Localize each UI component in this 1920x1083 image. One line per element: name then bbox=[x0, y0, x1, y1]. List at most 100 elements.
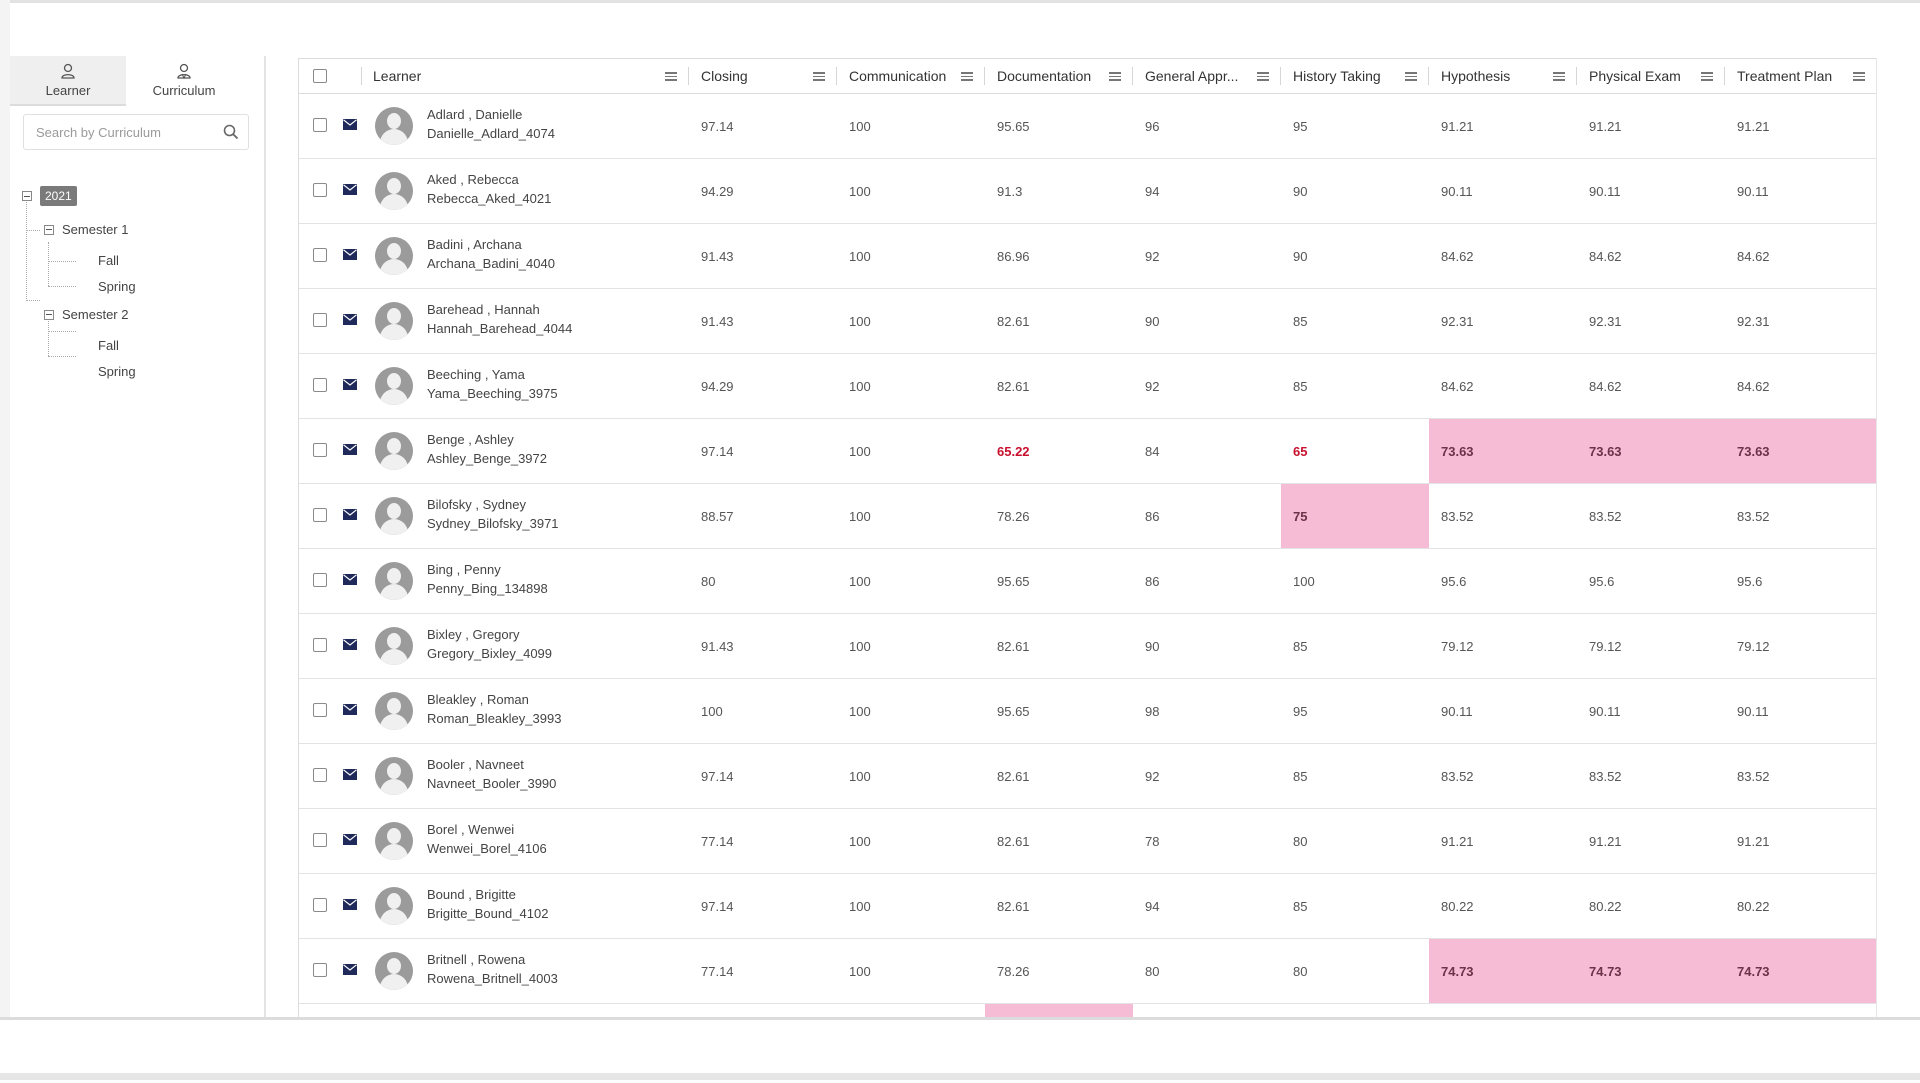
learner-info[interactable]: Barehead , Hannah Hannah_Barehead_4044 bbox=[427, 300, 572, 338]
mail-icon[interactable] bbox=[343, 964, 357, 975]
mail-icon[interactable] bbox=[343, 769, 357, 780]
table-row[interactable]: 97.14 100 65.22 84 65 73.63 73.63 73.63 Benge , … bbox=[299, 419, 1877, 484]
table-row[interactable]: 100 100 95.65 98 95 90.11 90.11 90.11 Bleakley ,… bbox=[299, 679, 1877, 744]
row-checkbox[interactable] bbox=[313, 508, 327, 522]
table-row[interactable]: 91.43 100 82.61 90 85 79.12 79.12 79.12 Bixley ,… bbox=[299, 614, 1877, 679]
learner-info[interactable]: Britnell , Rowena Rowena_Britnell_4003 bbox=[427, 950, 558, 988]
row-checkbox[interactable] bbox=[313, 573, 327, 587]
row-checkbox[interactable] bbox=[313, 768, 327, 782]
row-checkbox[interactable] bbox=[313, 638, 327, 652]
column-menu-icon[interactable] bbox=[1553, 71, 1565, 81]
table-row[interactable]: 97.14 100 82.61 92 85 83.52 83.52 83.52 Booler ,… bbox=[299, 744, 1877, 809]
table-row[interactable]: 77.14 100 78.26 80 80 74.73 74.73 74.73 Britnell… bbox=[299, 939, 1877, 1004]
column-header[interactable]: Closing bbox=[689, 59, 837, 93]
header-separator[interactable] bbox=[1280, 67, 1281, 85]
mail-icon[interactable] bbox=[343, 639, 357, 650]
learner-info[interactable]: Bilofsky , Sydney Sydney_Bilofsky_3971 bbox=[427, 495, 559, 533]
row-checkbox[interactable] bbox=[313, 443, 327, 457]
table-row[interactable]: 94.29 100 91.3 94 90 90.11 90.11 90.11 Aked , Re… bbox=[299, 159, 1877, 224]
row-checkbox[interactable] bbox=[313, 963, 327, 977]
table-row[interactable]: 97.14 100 95.65 96 95 91.21 91.21 91.21 Adlard ,… bbox=[299, 94, 1877, 159]
table-row[interactable]: 97.14 100 82.61 94 85 80.22 80.22 80.22 Bound , … bbox=[299, 874, 1877, 939]
tree-node-2021[interactable]: 2021 bbox=[22, 186, 77, 206]
mail-icon[interactable] bbox=[343, 834, 357, 845]
learner-info[interactable]: Bing , Penny Penny_Bing_134898 bbox=[427, 560, 548, 598]
mail-icon[interactable] bbox=[343, 509, 357, 520]
column-header[interactable]: Treatment Plan bbox=[1725, 59, 1877, 93]
column-header[interactable]: Physical Exam bbox=[1577, 59, 1725, 93]
header-separator[interactable] bbox=[688, 67, 689, 85]
learner-info[interactable]: Borel , Wenwei Wenwei_Borel_4106 bbox=[427, 820, 547, 858]
row-checkbox[interactable] bbox=[313, 898, 327, 912]
tree-node-semester-1[interactable]: Semester 1 bbox=[44, 222, 128, 237]
column-menu-icon[interactable] bbox=[1853, 71, 1865, 81]
mail-icon[interactable] bbox=[343, 184, 357, 195]
collapse-icon[interactable] bbox=[44, 309, 54, 320]
column-header[interactable]: Learner bbox=[361, 59, 689, 93]
header-separator[interactable] bbox=[1576, 67, 1577, 85]
header-separator[interactable] bbox=[1724, 67, 1725, 85]
row-checkbox[interactable] bbox=[313, 703, 327, 717]
header-separator[interactable] bbox=[1428, 67, 1429, 85]
mail-icon[interactable] bbox=[343, 444, 357, 455]
grid-scrollbar[interactable] bbox=[1876, 58, 1889, 1018]
tree-node-semester-1-fall[interactable]: Fall bbox=[98, 253, 119, 268]
mail-icon[interactable] bbox=[343, 314, 357, 325]
score-cell: 94.29 bbox=[701, 183, 734, 199]
learner-info[interactable]: Adlard , Danielle Danielle_Adlard_4074 bbox=[427, 105, 555, 143]
row-checkbox[interactable] bbox=[313, 118, 327, 132]
table-row[interactable]: 80 100 95.65 86 100 95.6 95.6 95.6 Bing , Penny P… bbox=[299, 549, 1877, 614]
column-menu-icon[interactable] bbox=[961, 71, 973, 81]
column-menu-icon[interactable] bbox=[1701, 71, 1713, 81]
column-menu-icon[interactable] bbox=[1405, 71, 1417, 81]
column-header[interactable]: Hypothesis bbox=[1429, 59, 1577, 93]
header-separator[interactable] bbox=[361, 67, 362, 85]
mail-icon[interactable] bbox=[343, 704, 357, 715]
learner-info[interactable]: Benge , Ashley Ashley_Benge_3972 bbox=[427, 430, 547, 468]
learner-info[interactable]: Booler , Navneet Navneet_Booler_3990 bbox=[427, 755, 556, 793]
collapse-icon[interactable] bbox=[44, 224, 54, 235]
header-separator[interactable] bbox=[1132, 67, 1133, 85]
mail-icon[interactable] bbox=[343, 119, 357, 130]
row-checkbox[interactable] bbox=[313, 183, 327, 197]
column-menu-icon[interactable] bbox=[1257, 71, 1269, 81]
tree-node-semester-2[interactable]: Semester 2 bbox=[44, 307, 128, 322]
tab-learner[interactable]: Learner bbox=[10, 56, 126, 106]
learner-info[interactable]: Badini , Archana Archana_Badini_4040 bbox=[427, 235, 555, 273]
mail-icon[interactable] bbox=[343, 379, 357, 390]
learner-info[interactable]: Bound , Brigitte Brigitte_Bound_4102 bbox=[427, 885, 548, 923]
header-separator[interactable] bbox=[984, 67, 985, 85]
tree-node-semester-2-fall[interactable]: Fall bbox=[98, 338, 119, 353]
row-checkbox[interactable] bbox=[313, 248, 327, 262]
row-checkbox[interactable] bbox=[313, 313, 327, 327]
column-header[interactable]: Documentation bbox=[985, 59, 1133, 93]
column-header[interactable]: History Taking bbox=[1281, 59, 1429, 93]
table-row[interactable]: 88.57 100 78.26 86 75 83.52 83.52 83.52 Bilofsky… bbox=[299, 484, 1877, 549]
row-checkbox[interactable] bbox=[313, 378, 327, 392]
select-all-checkbox[interactable] bbox=[313, 69, 327, 83]
table-row[interactable]: 91.43 100 86.96 92 90 84.62 84.62 84.62 Badini ,… bbox=[299, 224, 1877, 289]
mail-icon[interactable] bbox=[343, 899, 357, 910]
search-input[interactable] bbox=[34, 123, 222, 141]
header-separator[interactable] bbox=[836, 67, 837, 85]
tree-node-semester-1-spring[interactable]: Spring bbox=[98, 279, 136, 294]
column-menu-icon[interactable] bbox=[813, 71, 825, 81]
tab-curriculum[interactable]: Curriculum bbox=[126, 56, 242, 104]
learner-info[interactable]: Aked , Rebecca Rebecca_Aked_4021 bbox=[427, 170, 551, 208]
learner-info[interactable]: Beeching , Yama Yama_Beeching_3975 bbox=[427, 365, 558, 403]
learner-info[interactable]: Bleakley , Roman Roman_Bleakley_3993 bbox=[427, 690, 561, 728]
column-header[interactable]: General Appr... bbox=[1133, 59, 1281, 93]
mail-icon[interactable] bbox=[343, 574, 357, 585]
column-menu-icon[interactable] bbox=[1109, 71, 1121, 81]
mail-icon[interactable] bbox=[343, 249, 357, 260]
collapse-icon[interactable] bbox=[22, 191, 32, 201]
column-menu-icon[interactable] bbox=[665, 71, 677, 81]
tree-node-semester-2-spring[interactable]: Spring bbox=[98, 364, 136, 379]
table-row[interactable]: 91.43 100 82.61 90 85 92.31 92.31 92.31 Barehead… bbox=[299, 289, 1877, 354]
learner-info[interactable]: Bixley , Gregory Gregory_Bixley_4099 bbox=[427, 625, 552, 663]
search-icon[interactable] bbox=[222, 123, 240, 141]
column-header[interactable]: Communication bbox=[837, 59, 985, 93]
table-row[interactable]: 94.29 100 82.61 92 85 84.62 84.62 84.62 Beeching… bbox=[299, 354, 1877, 419]
table-row[interactable]: 77.14 100 82.61 78 80 91.21 91.21 91.21 Borel , … bbox=[299, 809, 1877, 874]
row-checkbox[interactable] bbox=[313, 833, 327, 847]
